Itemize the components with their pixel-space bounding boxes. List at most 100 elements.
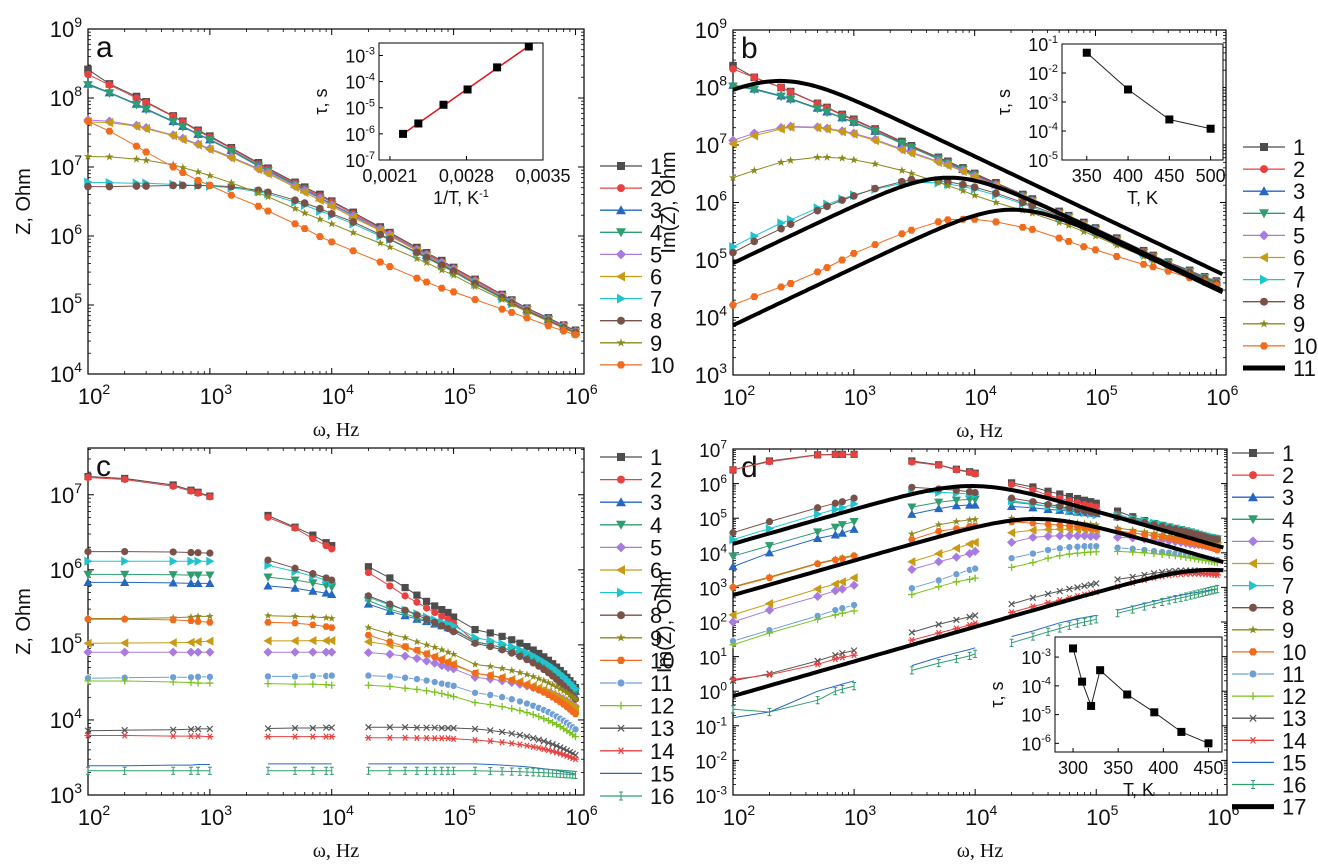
marker-circle: [814, 451, 822, 459]
legend-item: 13: [1232, 706, 1306, 731]
inset-line: [1072, 648, 1209, 744]
marker-star: [264, 611, 272, 620]
inset-frame: [1061, 43, 1224, 161]
series-14: [84, 732, 580, 763]
marker-circle: [386, 235, 394, 243]
legend-item: 11: [1232, 662, 1305, 687]
marker-star: [205, 612, 214, 620]
marker-circle: [206, 549, 214, 557]
marker-square: [544, 656, 553, 664]
marker-star: [430, 643, 439, 651]
marker-plus: [194, 679, 202, 687]
marker-errorbar: [446, 766, 451, 775]
marker-hexagon: [571, 710, 580, 718]
marker-star: [349, 228, 358, 237]
marker-triangle-left: [326, 201, 336, 212]
marker-star: [364, 623, 373, 631]
marker-x: [328, 724, 336, 731]
inset-data-point: [1096, 666, 1105, 675]
marker-circle: [322, 542, 330, 550]
inset-y-tick-label: 10-3: [345, 45, 375, 66]
marker-triangle-left: [965, 539, 974, 549]
fit-curve-17-2: [732, 567, 1224, 699]
marker-plus: [1008, 563, 1016, 571]
marker-star: [522, 307, 532, 316]
marker-x: [966, 613, 973, 621]
marker-star: [178, 163, 187, 172]
marker-star: [315, 214, 325, 223]
marker-star: [970, 191, 979, 199]
legend-label: 7: [650, 287, 662, 312]
marker-errorbar: [531, 768, 536, 777]
marker-circle: [765, 517, 774, 526]
marker-errorbar: [1142, 602, 1147, 611]
marker-star: [943, 181, 953, 190]
marker-triangle-right: [508, 642, 517, 652]
marker-errorbar: [967, 651, 972, 660]
legend-item: 8: [1232, 596, 1294, 621]
marker-hexagon: [385, 263, 394, 271]
marker-circle: [132, 94, 141, 102]
marker-circle: [471, 639, 479, 647]
marker-triangle-right: [617, 293, 626, 304]
series-line: [911, 504, 976, 515]
marker-errorbar: [936, 658, 941, 668]
inset-y-label: τ, s: [987, 681, 1007, 707]
series-line: [267, 516, 332, 550]
inset-data-point: [524, 42, 533, 51]
series-line: [1117, 588, 1218, 611]
marker-x: [523, 733, 531, 740]
marker-star: [507, 300, 516, 308]
marker-hexagon: [449, 661, 458, 669]
marker-plus: [1171, 552, 1179, 560]
marker-star: [1007, 514, 1016, 522]
panel-d: 102 103 104 105 106 10-3 10-2 10-1 100 101 102 103 1…: [654, 437, 1240, 862]
marker-triangle-right: [523, 648, 532, 658]
legend-label: 8: [1293, 290, 1305, 315]
marker-star: [1091, 231, 1100, 240]
marker-circle: [194, 549, 202, 557]
marker-triangle-left: [785, 122, 795, 132]
marker-hexagon: [813, 268, 822, 276]
x-tick-label: 106: [565, 802, 597, 830]
marker-hexagon: [349, 247, 358, 255]
marker-hexagon: [1140, 531, 1149, 538]
marker-plus: [544, 717, 553, 725]
legend-label: 14: [1282, 728, 1306, 753]
marker-hexagon: [507, 308, 516, 316]
marker-square: [386, 574, 394, 582]
legend-label: 2: [1293, 157, 1305, 182]
marker-triangle-right: [765, 524, 775, 534]
marker-triangle-left: [837, 577, 846, 587]
marker-square: [535, 649, 543, 658]
marker-hexagon: [169, 163, 178, 171]
marker-square: [422, 597, 431, 605]
marker-star: [422, 640, 431, 649]
marker-errorbar: [909, 666, 914, 675]
marker-errorbar: [432, 766, 437, 775]
marker-errorbar: [1094, 615, 1099, 624]
marker-triangle-left: [299, 187, 309, 198]
legend-label: 11: [650, 671, 673, 696]
marker-diamond: [205, 647, 215, 657]
marker-triangle-left: [141, 123, 150, 134]
marker-star: [849, 155, 858, 164]
marker-plus: [206, 679, 214, 687]
inset-y-tick-label: 10-5: [345, 98, 375, 119]
marker-errorbar: [414, 766, 419, 775]
inset-x-tick-label: 0,0035: [515, 166, 570, 186]
legend-item: 9: [600, 626, 662, 651]
marker-square: [444, 608, 452, 617]
marker-square: [84, 65, 92, 74]
marker-errorbar: [86, 766, 90, 775]
marker-plus: [617, 701, 625, 710]
marker-square: [523, 643, 531, 651]
marker-hexagon: [486, 672, 495, 679]
marker-circle: [309, 535, 317, 543]
marker-square: [1080, 496, 1089, 504]
marker-circle-open: [401, 673, 410, 682]
marker-triangle-right: [194, 556, 203, 566]
marker-star: [728, 173, 738, 182]
marker-circle: [765, 458, 774, 466]
x-tick-label: 106: [565, 381, 597, 409]
